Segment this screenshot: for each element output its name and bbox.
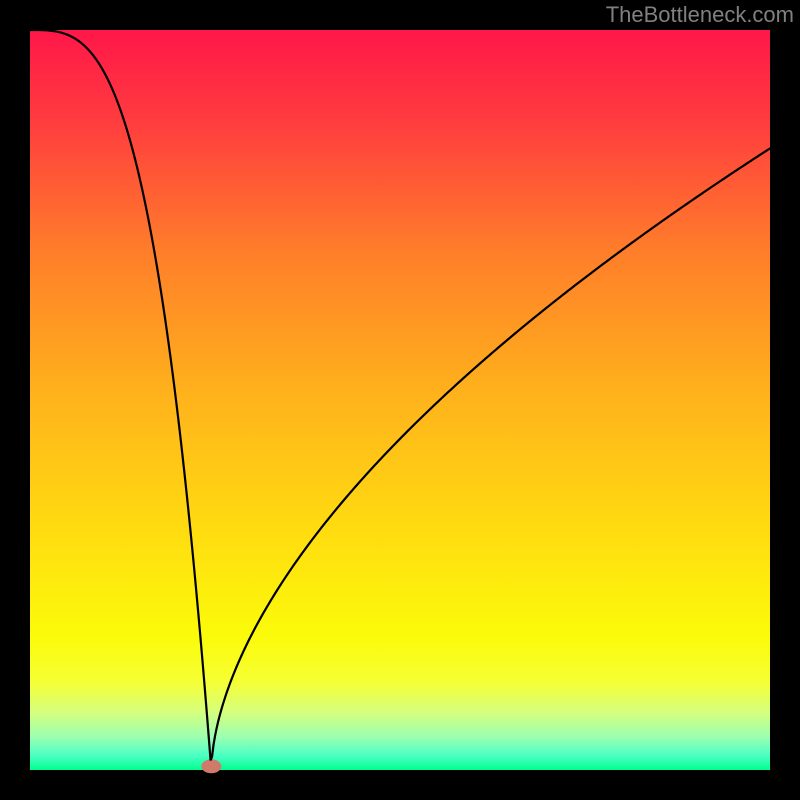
bottleneck-curve-chart <box>0 0 800 800</box>
chart-root: TheBottleneck.com <box>0 0 800 800</box>
watermark-text: TheBottleneck.com <box>606 2 794 28</box>
minimum-marker-dot <box>201 759 221 773</box>
plot-background <box>30 30 770 770</box>
